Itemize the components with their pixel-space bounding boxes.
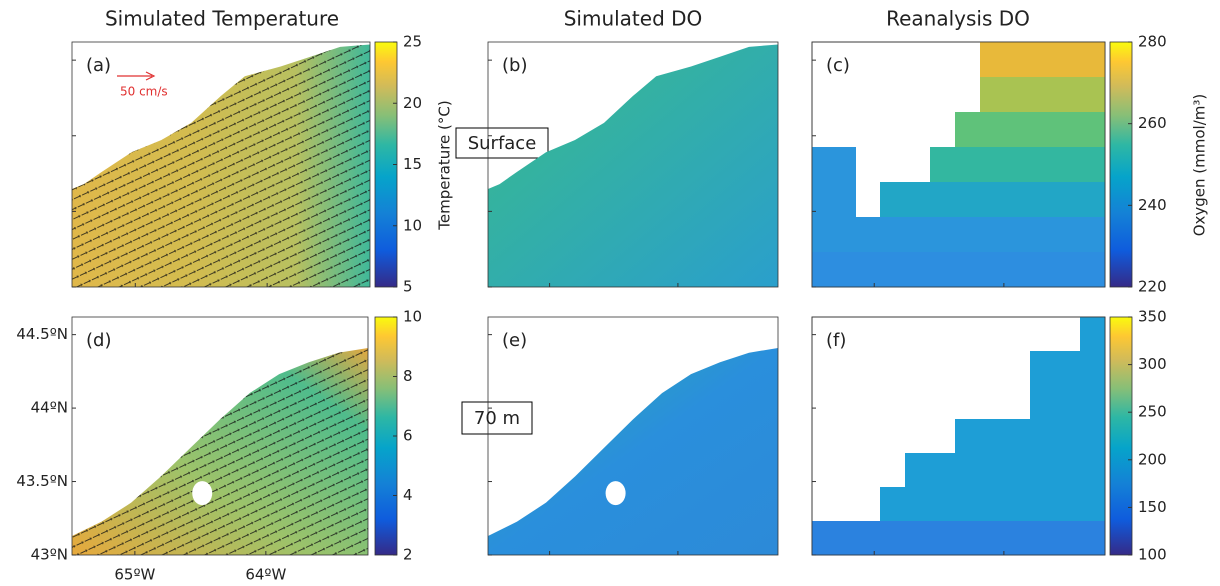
panel-frame <box>487 316 779 556</box>
panel-label: (a) <box>86 55 111 76</box>
colorbar-tick-label: 250 <box>1138 403 1167 421</box>
reanalysis-cells <box>880 182 1105 218</box>
colorbar-tick-label: 260 <box>1138 114 1167 132</box>
reanalysis-cells <box>1080 317 1105 352</box>
colorbar-tick-label: 280 <box>1138 33 1167 51</box>
panel-label: (d) <box>86 330 111 351</box>
current-vectors <box>72 347 368 555</box>
y-tick-label: 43ºN <box>31 546 68 564</box>
current-vectors <box>72 44 370 288</box>
colorbar-tick-label: 20 <box>403 94 422 112</box>
column-title: Simulated DO <box>564 7 703 31</box>
panel-frame <box>71 316 369 556</box>
colorbar-tick-label: 240 <box>1138 196 1167 214</box>
panel-label: (e) <box>502 330 527 351</box>
y-tick-label: 44ºN <box>31 399 68 417</box>
colorbar-tick-label: 220 <box>1138 278 1167 296</box>
panel-frame <box>811 316 1106 556</box>
column-title: Reanalysis DO <box>886 7 1030 31</box>
row-label: 70 m <box>474 408 520 429</box>
panel-frame <box>487 41 779 288</box>
panel-label: (f) <box>826 330 846 351</box>
colorbar <box>1109 316 1133 556</box>
reanalysis-cells <box>812 217 1105 253</box>
x-tick-label: 64ºW <box>245 566 286 584</box>
x-tick-label: 65ºW <box>114 566 155 584</box>
reanalysis-cells <box>980 77 1105 113</box>
colorbar-tick-label: 25 <box>403 33 422 51</box>
static-layout <box>117 71 549 435</box>
reanalysis-cells <box>930 147 1105 183</box>
colorbar-tick-label: 2 <box>403 546 413 564</box>
island <box>605 481 626 506</box>
colorbar-tick-label: 300 <box>1138 355 1167 373</box>
colorbar-tick-label: 200 <box>1138 450 1167 468</box>
colorbar-tick-label: 5 <box>403 278 413 296</box>
reanalysis-cells <box>812 182 856 217</box>
reanalysis-cells <box>880 487 1105 522</box>
reanalysis-cells <box>1030 385 1105 420</box>
reanalysis-cells <box>955 419 1105 454</box>
row-label-box <box>455 127 549 159</box>
column-title: Simulated Temperature <box>105 7 339 31</box>
panel-label: (c) <box>826 55 850 76</box>
panel-label: (b) <box>502 55 527 76</box>
y-tick-label: 44.5ºN <box>16 325 68 343</box>
panel-frame <box>71 41 371 288</box>
row-label: Surface <box>468 133 537 154</box>
colorbar-tick-label: 15 <box>403 155 422 173</box>
vector-scale-head <box>145 71 156 81</box>
y-tick-label: 43.5ºN <box>16 472 68 490</box>
reanalysis-cells <box>812 147 856 182</box>
colorbar-tick-label: 4 <box>403 486 413 504</box>
colorbar-tick-label: 100 <box>1138 546 1167 564</box>
reanalysis-cells <box>955 112 1105 148</box>
colorbar-tick-label: 6 <box>403 427 413 445</box>
reanalysis-cells <box>812 252 1105 288</box>
colorbar-tick-label: 10 <box>403 308 422 326</box>
colorbar-tick-label: 8 <box>403 367 413 385</box>
colorbar-tick-label: 150 <box>1138 498 1167 516</box>
ocean-field <box>488 347 778 555</box>
colorbar-label: Oxygen (mmol/m³) <box>1191 94 1209 237</box>
reanalysis-cells <box>1030 351 1105 386</box>
colorbar-tick-label: 10 <box>403 216 422 234</box>
colorbar-tick-label: 350 <box>1138 308 1167 326</box>
panel-frame <box>811 41 1106 288</box>
reanalysis-cells <box>905 453 1105 488</box>
colorbar-label: Temperature (°C) <box>436 100 454 230</box>
row-label-box <box>461 401 533 435</box>
island <box>192 481 213 506</box>
reanalysis-cells <box>980 42 1105 78</box>
colorbar <box>1109 41 1133 288</box>
vector-scale-label: 50 cm/s <box>120 85 168 99</box>
reanalysis-cells <box>812 521 1105 556</box>
ocean-field <box>488 44 778 288</box>
